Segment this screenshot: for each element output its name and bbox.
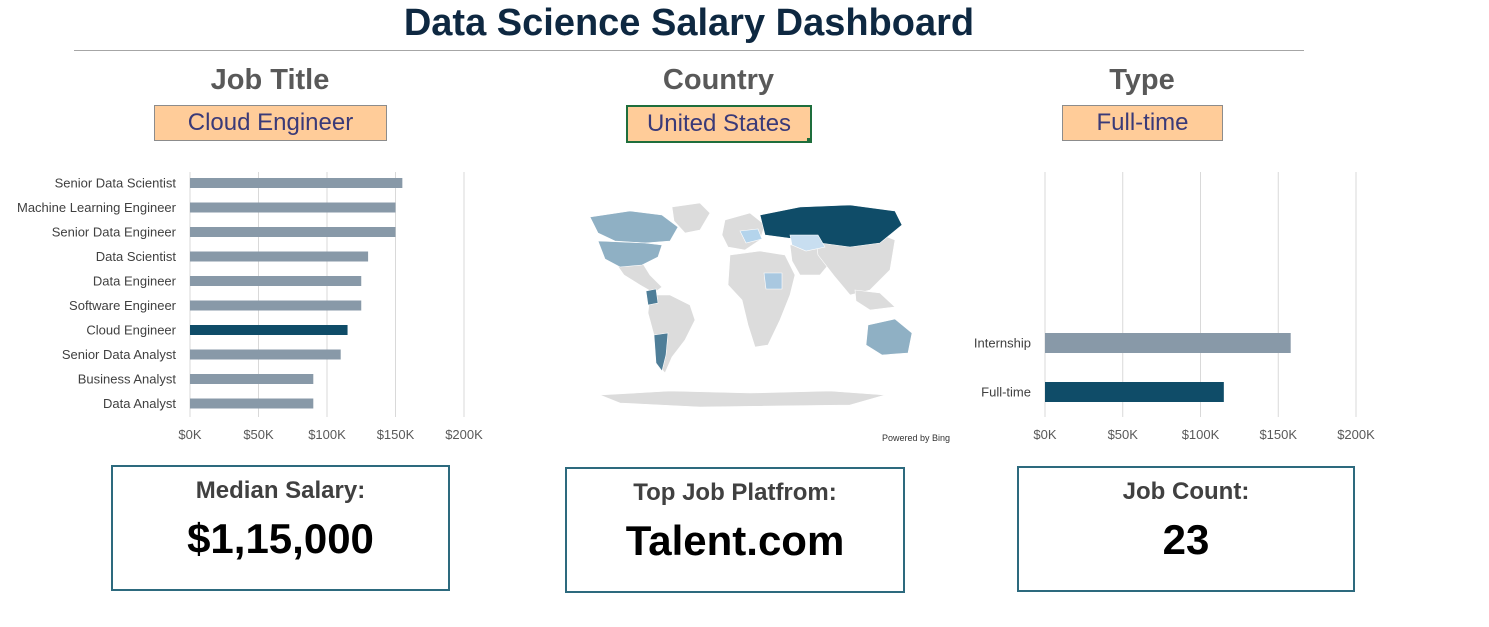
world-map (589, 202, 913, 408)
type-salary-chart: $0K $50K $100K $150K $200K Internship Full-tim… (974, 172, 1375, 442)
bar[interactable] (190, 227, 396, 237)
job-count-card: Job Count: 23 (1017, 466, 1355, 592)
job-title-salary-chart: $0K $50K $100K $150K $200K Senior Data Scient… (17, 172, 483, 442)
job-count-value: 23 (1162, 516, 1210, 563)
x-tick-label: $0K (1033, 427, 1056, 442)
map-country-australia (865, 318, 913, 356)
bar[interactable] (190, 349, 341, 360)
category-label: Senior Data Analyst (62, 347, 177, 362)
x-tick-label: $100K (1182, 427, 1220, 442)
map-country-south-america (647, 294, 696, 374)
country-filter-dropdown[interactable]: United States (626, 105, 812, 143)
map-country-eastern-europe (739, 228, 763, 244)
country-filter-label: Country (662, 64, 775, 96)
map-country-africa (727, 250, 796, 348)
category-label: Data Scientist (96, 249, 177, 264)
x-tick-label: $100K (308, 427, 346, 442)
x-tick-label: $50K (1108, 427, 1139, 442)
cell-selection-handle[interactable] (807, 138, 812, 143)
category-label: Business Analyst (78, 372, 177, 387)
type-filter-label: Type (1109, 64, 1175, 96)
top-platform-card: Top Job Platfrom: Talent.com (565, 467, 905, 593)
category-label: Senior Data Scientist (55, 176, 177, 191)
median-salary-label: Median Salary: (195, 477, 366, 504)
map-country-canada (589, 210, 679, 244)
bar[interactable] (190, 398, 314, 409)
title-divider (74, 50, 1304, 51)
map-country-kazakhstan (789, 234, 826, 252)
dashboard-title: Data Science Salary Dashboard (403, 2, 975, 44)
x-tick-label: $150K (377, 427, 415, 442)
category-label: Cloud Engineer (86, 323, 176, 338)
map-country-colombia (645, 288, 659, 306)
map-country-antarctica (599, 390, 886, 408)
x-tick-label: $150K (1259, 427, 1297, 442)
category-label: Machine Learning Engineer (17, 200, 177, 215)
job-title-filter-dropdown[interactable]: Cloud Engineer (154, 105, 387, 141)
bar[interactable] (190, 276, 362, 286)
category-label: Senior Data Engineer (52, 225, 177, 240)
category-label: Software Engineer (69, 298, 177, 313)
category-label: Data Engineer (93, 274, 177, 289)
bar[interactable] (190, 202, 396, 213)
x-tick-label: $200K (445, 427, 483, 442)
bar[interactable] (190, 300, 362, 311)
median-salary-card: Median Salary: $1,15,000 (111, 465, 450, 591)
top-platform-label: Top Job Platfrom: (633, 479, 837, 506)
category-label: Internship (974, 336, 1031, 351)
map-country-argentina (653, 332, 669, 372)
category-label: Data Analyst (103, 396, 176, 411)
type-filter-dropdown[interactable]: Full-time (1062, 105, 1223, 141)
map-country-greenland (671, 202, 711, 234)
x-tick-label: $200K (1337, 427, 1375, 442)
map-country-southeast-asia (854, 289, 896, 311)
map-country-sudan (763, 272, 783, 290)
bar[interactable] (1045, 333, 1291, 353)
map-country-russia (759, 204, 903, 248)
bar[interactable] (190, 325, 348, 335)
category-label: Full-time (981, 385, 1031, 400)
x-tick-label: $0K (178, 427, 201, 442)
job-title-filter-label: Job Title (210, 64, 330, 96)
map-country-united-states (597, 240, 663, 268)
bar[interactable] (190, 251, 369, 262)
job-count-label: Job Count: (1122, 478, 1250, 505)
map-attribution: Powered by Bing (882, 433, 951, 443)
bar[interactable] (190, 178, 403, 188)
median-salary-value: $1,15,000 (187, 515, 374, 562)
x-tick-label: $50K (243, 427, 274, 442)
top-platform-value: Talent.com (625, 517, 845, 564)
bar[interactable] (1045, 382, 1224, 402)
bar[interactable] (190, 374, 314, 384)
